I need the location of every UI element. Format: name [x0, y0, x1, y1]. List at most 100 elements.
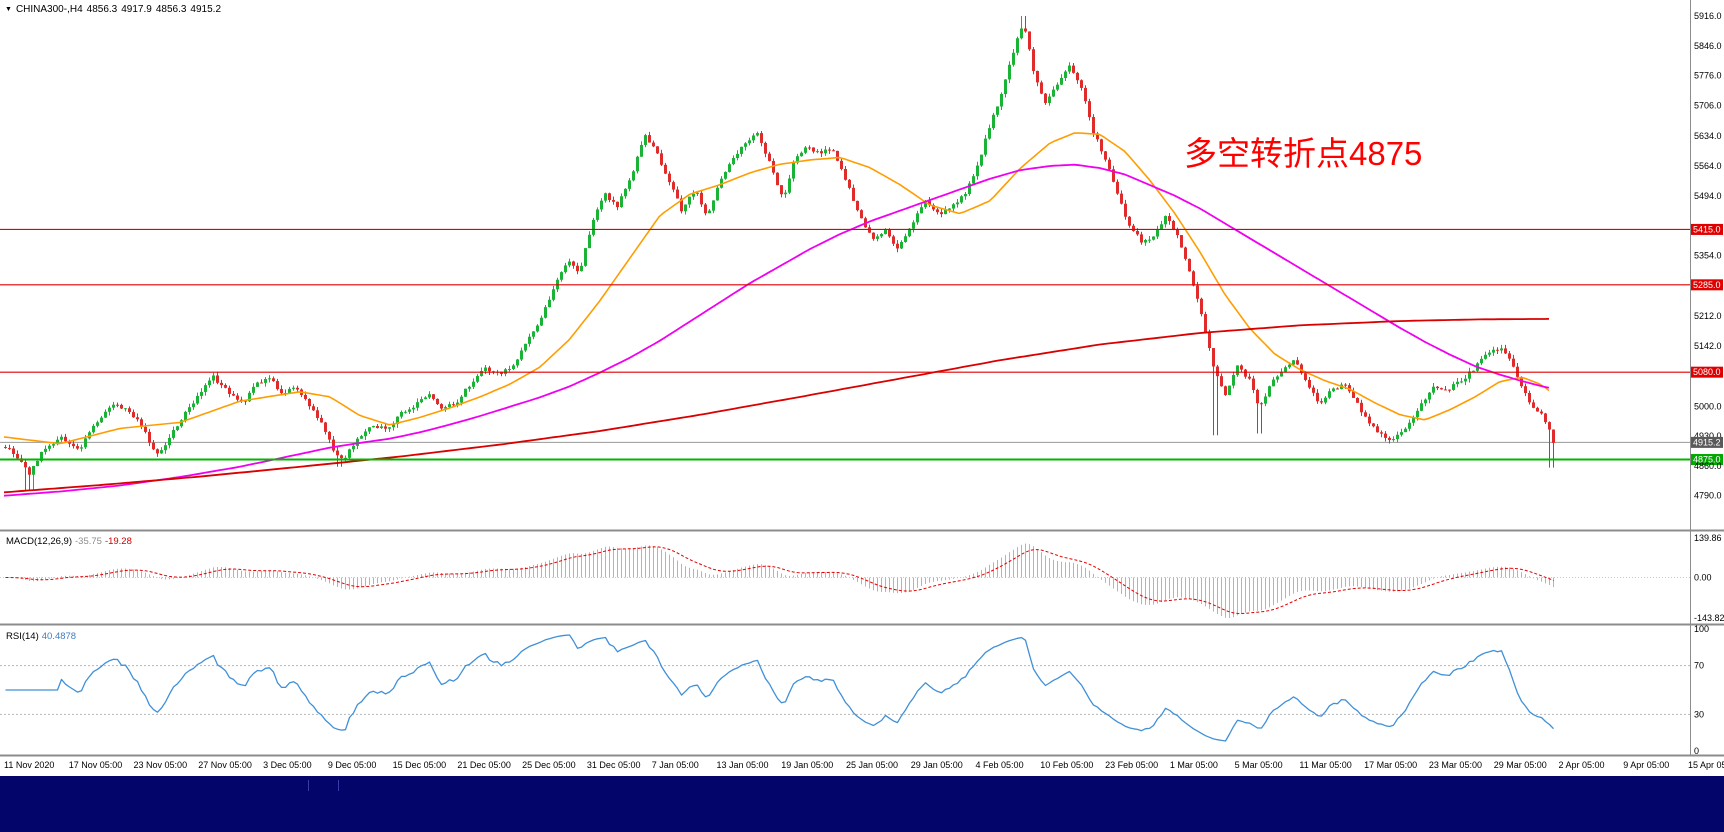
candle-body — [652, 142, 655, 147]
candle-body — [1544, 413, 1547, 423]
candle-body — [752, 135, 755, 141]
candle-body — [1156, 229, 1159, 237]
candle-body — [312, 406, 315, 411]
candle-body — [1420, 403, 1423, 411]
candle-body — [1264, 396, 1267, 404]
candle-body — [628, 180, 631, 189]
taskbar-separator — [338, 780, 339, 791]
candle-body — [192, 403, 195, 408]
candle-body — [860, 210, 863, 219]
candle-body — [1020, 28, 1023, 39]
candle-body — [276, 381, 279, 390]
candle-body — [1308, 379, 1311, 388]
date-axis-label: 11 Nov 2020 — [4, 760, 54, 770]
candle-body — [1488, 352, 1491, 355]
candle-body — [12, 448, 15, 454]
candle-body — [1492, 349, 1495, 353]
price-axis-label: 5354.0 — [1694, 250, 1722, 260]
macd-axis-label: 139.86 — [1694, 533, 1722, 543]
rsi-value: 40.4878 — [41, 631, 77, 642]
candle-body — [344, 457, 347, 459]
candle-body — [1124, 203, 1127, 217]
candle-body — [1088, 101, 1091, 118]
candle-body — [28, 467, 31, 475]
candle-body — [768, 153, 771, 161]
candle-body — [460, 396, 463, 403]
candle-body — [784, 192, 787, 195]
candle-body — [316, 410, 319, 418]
candle-body — [480, 370, 483, 376]
candle-body — [188, 407, 191, 412]
candle-body — [1484, 354, 1487, 359]
candle-body — [856, 200, 859, 211]
price-axis-label: 4790.0 — [1694, 491, 1722, 501]
candle-body — [1248, 376, 1251, 379]
candle-body — [356, 438, 359, 446]
candle-body — [928, 200, 931, 206]
candle-body — [92, 425, 95, 433]
candle-body — [1120, 193, 1123, 204]
candle-body — [1064, 71, 1067, 78]
candle-body — [100, 417, 103, 423]
candle-body — [156, 449, 159, 454]
candle-body — [820, 151, 823, 154]
candle-body — [576, 265, 579, 272]
candle-body — [1372, 423, 1375, 427]
candle-body — [1204, 314, 1207, 333]
candle-body — [976, 165, 979, 177]
candle-body — [608, 193, 611, 201]
ohlc-low: 4856.3 — [155, 4, 187, 15]
candle-body — [1496, 349, 1499, 351]
price-axis-label: 5212.0 — [1694, 311, 1722, 321]
candle-body — [528, 336, 531, 344]
candle-body — [452, 404, 455, 406]
candle-body — [220, 382, 223, 386]
candle-body — [1152, 236, 1155, 240]
candle-body — [128, 408, 131, 413]
candle-body — [384, 426, 387, 429]
candle-body — [660, 153, 663, 165]
candle-body — [1180, 235, 1183, 248]
candle-body — [1036, 70, 1039, 83]
candle-body — [232, 393, 235, 396]
candle-body — [684, 204, 687, 212]
candle-body — [228, 387, 231, 394]
candle-body — [600, 200, 603, 210]
candle-body — [988, 128, 991, 139]
candle-body — [1232, 374, 1235, 386]
candle-body — [1188, 258, 1191, 272]
price-tag-label: 5415.0 — [1693, 224, 1721, 234]
candle-body — [564, 265, 567, 273]
candle-body — [1080, 80, 1083, 88]
candle-body — [1316, 392, 1319, 402]
candle-body — [948, 208, 951, 210]
candle-body — [1312, 387, 1315, 393]
candle-body — [508, 368, 511, 370]
candle-body — [224, 385, 227, 388]
candle-body — [1140, 234, 1143, 243]
symbol-title: CHINA300-,H4 — [15, 4, 83, 15]
candle-body — [1172, 220, 1175, 230]
candle-body — [1376, 426, 1379, 433]
candle-body — [332, 439, 335, 451]
candle-body — [892, 236, 895, 244]
candle-body — [112, 404, 115, 408]
candle-body — [1508, 353, 1511, 359]
candle-body — [1200, 298, 1203, 315]
macd-name: MACD(12,26,9) — [6, 536, 72, 547]
candle-body — [520, 350, 523, 360]
candle-body — [196, 395, 199, 404]
date-axis-label: 3 Dec 05:00 — [263, 760, 312, 770]
candle-body — [1072, 65, 1075, 73]
candle-body — [40, 451, 43, 461]
candle-body — [428, 394, 431, 398]
candle-body — [940, 212, 943, 215]
candle-body — [1512, 358, 1515, 367]
candle-body — [1548, 422, 1551, 430]
candle-body — [1060, 77, 1063, 85]
candle-body — [1300, 364, 1303, 374]
candle-body — [80, 447, 83, 449]
candle-body — [744, 143, 747, 147]
candle-body — [672, 182, 675, 190]
